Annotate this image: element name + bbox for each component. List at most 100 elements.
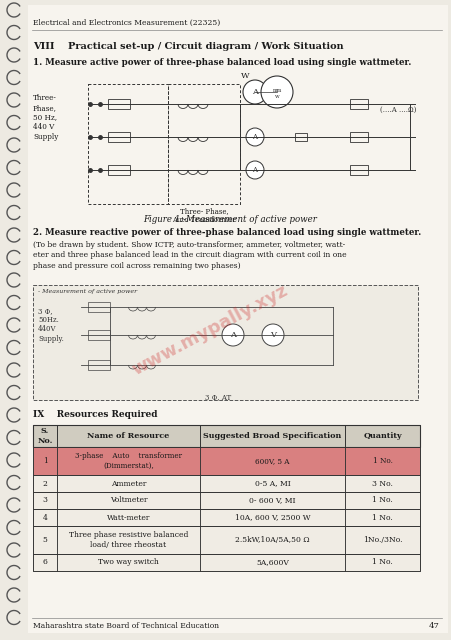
Text: A: A [252, 166, 257, 174]
Text: Ammeter: Ammeter [110, 479, 146, 488]
Bar [344, 526, 419, 554]
Bar [199, 475, 344, 492]
Circle shape [262, 324, 283, 346]
Bar [33, 554, 419, 571]
Bar [57, 526, 199, 554]
Text: Voltmeter: Voltmeter [110, 497, 147, 504]
Bar [344, 425, 419, 447]
Bar [108, 132, 130, 142]
Circle shape [9, 95, 19, 105]
Circle shape [9, 5, 19, 15]
Circle shape [9, 545, 19, 555]
Circle shape [245, 161, 263, 179]
Text: Suggested Broad Specification: Suggested Broad Specification [203, 432, 341, 440]
Text: Figure 1:-Measurement of active power: Figure 1:-Measurement of active power [143, 215, 316, 224]
Text: 2: 2 [42, 479, 47, 488]
Bar [33, 526, 419, 554]
Circle shape [9, 410, 19, 420]
Text: 1. Measure active power of three-phase balanced load using single wattmeter.: 1. Measure active power of three-phase b… [33, 58, 410, 67]
Bar [108, 165, 130, 175]
Text: VIII    Practical set-up / Circuit diagram / Work Situation: VIII Practical set-up / Circuit diagram … [33, 42, 343, 51]
Bar [199, 526, 344, 554]
Bar [33, 285, 417, 400]
Bar [199, 447, 344, 475]
Circle shape [9, 275, 19, 285]
Bar [344, 475, 419, 492]
Text: Two way switch: Two way switch [98, 559, 159, 566]
Bar [57, 447, 199, 475]
Text: 1 No.: 1 No. [371, 497, 392, 504]
Text: A: A [252, 88, 258, 96]
Circle shape [9, 500, 19, 510]
Text: 2.5kW,10A/5A,50 Ω: 2.5kW,10A/5A,50 Ω [235, 536, 309, 544]
Circle shape [9, 590, 19, 600]
Bar [33, 492, 419, 509]
Circle shape [9, 342, 19, 353]
Bar [108, 99, 130, 109]
Text: Maharashtra state Board of Technical Education: Maharashtra state Board of Technical Edu… [33, 622, 219, 630]
Bar [57, 492, 199, 509]
Bar [88, 302, 110, 312]
Bar [33, 425, 419, 447]
Circle shape [9, 320, 19, 330]
Text: www.mypally.xyz: www.mypally.xyz [129, 281, 290, 379]
Bar [33, 509, 57, 526]
Text: 5A,600V: 5A,600V [256, 559, 288, 566]
Circle shape [9, 230, 19, 240]
Bar [57, 509, 199, 526]
Bar [33, 492, 57, 509]
Text: 47: 47 [428, 622, 439, 630]
Circle shape [243, 80, 267, 104]
Bar [199, 492, 344, 509]
Text: (To be drawn by student. Show ICTP, auto-transformer, ammeter, voltmeter, watt-
: (To be drawn by student. Show ICTP, auto… [33, 241, 346, 270]
Circle shape [245, 128, 263, 146]
Text: 5: 5 [42, 536, 47, 544]
Text: 1 No.: 1 No. [371, 513, 392, 522]
Circle shape [9, 455, 19, 465]
Text: Electrical and Electronics Measurement (22325): Electrical and Electronics Measurement (… [33, 19, 220, 27]
Bar [168, 84, 239, 204]
Bar [344, 492, 419, 509]
Circle shape [9, 568, 19, 577]
Text: 3 No.: 3 No. [371, 479, 392, 488]
Text: Name of Resource: Name of Resource [87, 432, 169, 440]
Text: Watt-meter: Watt-meter [106, 513, 150, 522]
Circle shape [9, 612, 19, 623]
Circle shape [260, 76, 292, 108]
Text: Quantity: Quantity [363, 432, 401, 440]
Bar [199, 554, 344, 571]
Text: A: A [252, 133, 257, 141]
Text: Three-
Phase,
50 Hz,
440 V
Supply: Three- Phase, 50 Hz, 440 V Supply [33, 94, 58, 141]
Text: 600V, 5 A: 600V, 5 A [255, 457, 289, 465]
Text: 3-phase    Auto    transformer
(Dimmerstat),: 3-phase Auto transformer (Dimmerstat), [75, 452, 182, 470]
Bar [88, 330, 110, 340]
Circle shape [9, 28, 19, 38]
Text: w: w [274, 95, 279, 99]
Circle shape [9, 50, 19, 60]
Bar [88, 84, 168, 204]
Text: IX    Resources Required: IX Resources Required [33, 410, 157, 419]
Circle shape [9, 118, 19, 127]
Text: (....A ....Ω): (....A ....Ω) [379, 106, 415, 114]
Circle shape [9, 185, 19, 195]
Text: 6: 6 [42, 559, 47, 566]
Bar [33, 447, 57, 475]
Circle shape [9, 477, 19, 488]
Bar [33, 447, 419, 475]
Text: 3 Φ,
50Hz.
440V
Supply.: 3 Φ, 50Hz. 440V Supply. [38, 307, 64, 342]
Circle shape [9, 298, 19, 307]
Bar [33, 475, 57, 492]
Bar [57, 554, 199, 571]
Bar [33, 554, 57, 571]
Bar [33, 475, 419, 492]
Text: 3: 3 [42, 497, 47, 504]
Text: Three phase resistive balanced
load/ three rheostat: Three phase resistive balanced load/ thr… [69, 531, 188, 548]
Text: mm: mm [272, 88, 281, 93]
Bar [33, 526, 57, 554]
Text: 0- 600 V, MI: 0- 600 V, MI [249, 497, 295, 504]
Text: 0-5 A, MI: 0-5 A, MI [254, 479, 290, 488]
Bar [349, 165, 367, 175]
Text: V: V [269, 331, 276, 339]
Circle shape [9, 163, 19, 173]
Text: 1No./3No.: 1No./3No. [362, 536, 401, 544]
